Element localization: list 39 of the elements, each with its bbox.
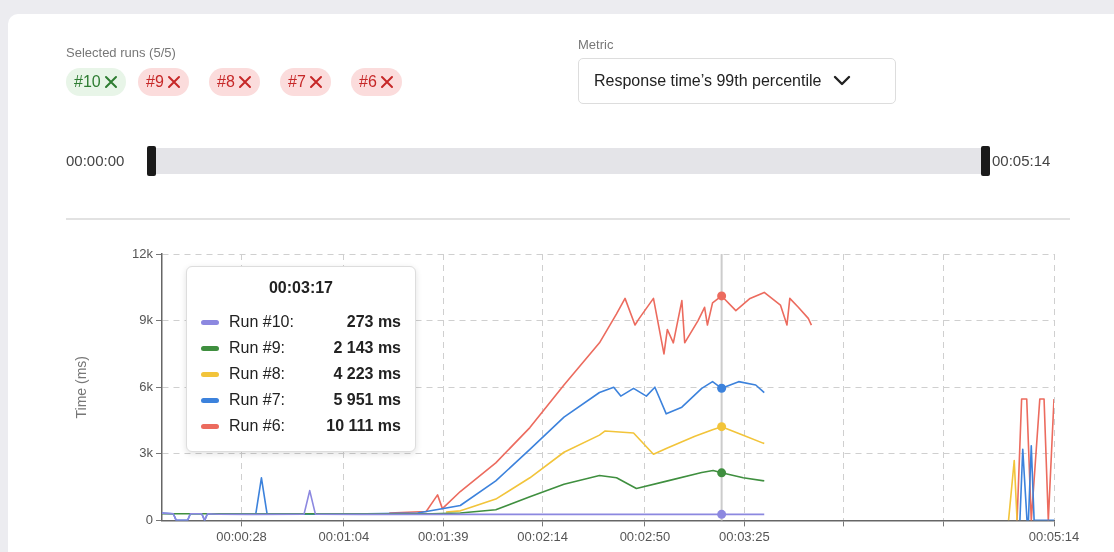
y-axis-title: Time (ms) xyxy=(73,355,90,419)
annotation: 00:03:17 xyxy=(267,279,334,297)
text: Metric xyxy=(578,37,614,52)
point xyxy=(717,468,727,478)
text: 00:00:00 xyxy=(66,152,125,169)
y-tick-label: 9k xyxy=(139,312,154,328)
legend-label: Run #8: xyxy=(229,365,286,383)
text: 00:05:14 xyxy=(992,152,1051,169)
x-tick-label: 00:01:04 xyxy=(318,528,370,544)
text: #7 xyxy=(288,73,306,91)
point xyxy=(717,291,727,301)
text: #6 xyxy=(359,73,377,91)
text: Response time’s 99th percentile xyxy=(594,72,822,90)
annotation: 10 111 ms xyxy=(326,417,401,435)
x-tick-label: 00:03:25 xyxy=(719,528,770,544)
text: #10 xyxy=(74,73,101,91)
x-tick-label: 00:02:50 xyxy=(619,528,671,544)
annotation: 2 143 ms xyxy=(333,339,401,357)
x-tick-label: 00:05:14 xyxy=(1028,528,1080,544)
point xyxy=(717,383,727,393)
text: Selected runs (5/5) xyxy=(66,45,176,60)
legend-label: Run #9: xyxy=(229,339,286,357)
annotation: 5 951 ms xyxy=(333,391,401,409)
annotation: 273 ms xyxy=(346,313,401,331)
legend-label: Run #10: xyxy=(229,313,294,331)
x-tick-label: 00:02:14 xyxy=(517,528,568,544)
y-tick-label: 0 xyxy=(145,511,153,527)
x-tick-label: 00:01:39 xyxy=(417,528,469,544)
legend-label: Run #6: xyxy=(229,417,286,435)
text: #8 xyxy=(217,73,235,91)
y-tick-label: 6k xyxy=(139,378,154,394)
text: #9 xyxy=(146,73,164,91)
x-tick-label: 00:00:28 xyxy=(216,528,267,544)
point xyxy=(717,509,727,519)
y-tick-label: 3k xyxy=(139,445,154,461)
y-tick-label: 12k xyxy=(132,245,154,261)
legend-label: Run #7: xyxy=(229,391,286,409)
annotation: 4 223 ms xyxy=(333,365,401,383)
point xyxy=(717,422,727,432)
